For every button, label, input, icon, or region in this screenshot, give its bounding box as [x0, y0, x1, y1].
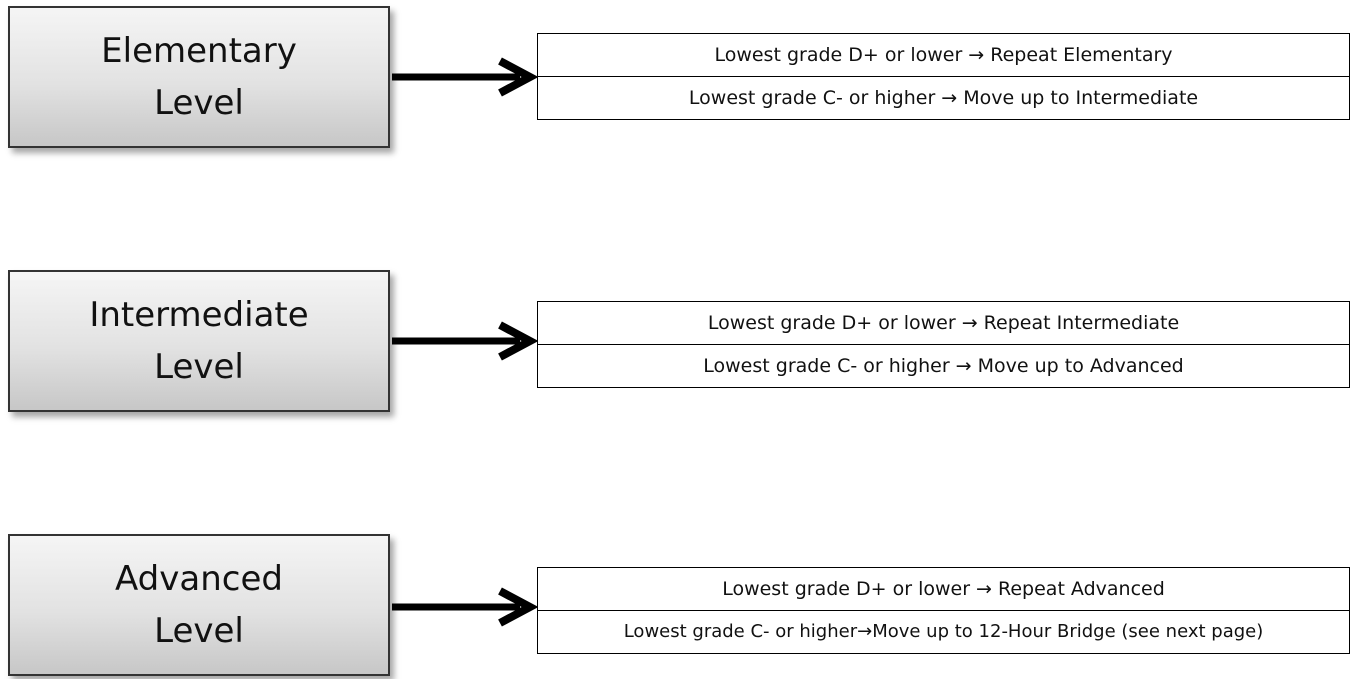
level-box-intermediate: Intermediate Level	[8, 270, 390, 412]
right-arrow-icon	[392, 321, 539, 361]
outcome-table-advanced: Lowest grade D+ or lower → Repeat Advanc…	[537, 567, 1350, 654]
outcome-table-intermediate: Lowest grade D+ or lower → Repeat Interm…	[537, 301, 1350, 388]
right-arrow-icon	[392, 57, 539, 97]
outcome-move-up: Lowest grade C- or higher → Move up to A…	[703, 354, 1184, 377]
outcome-repeat: Lowest grade D+ or lower → Repeat Elemen…	[538, 34, 1349, 77]
level-title: Elementary	[101, 31, 297, 71]
level-subtitle: Level	[154, 347, 244, 387]
level-subtitle: Level	[154, 83, 244, 123]
outcome-move-up: Lowest grade C- or higher → Move up to I…	[688, 86, 1199, 109]
outcome-move-up: Lowest grade C- or higher→Move up to 12-…	[623, 621, 1264, 643]
outcome-repeat: Lowest grade D+ or lower → Repeat Advanc…	[538, 568, 1349, 611]
level-box-advanced: Advanced Level	[8, 534, 390, 676]
right-arrow-icon	[392, 587, 539, 627]
level-title: Advanced	[115, 559, 283, 599]
level-box-elementary: Elementary Level	[8, 6, 390, 148]
level-subtitle: Level	[154, 611, 244, 651]
level-title: Intermediate	[89, 295, 309, 335]
outcome-table-elementary: Lowest grade D+ or lower → Repeat Elemen…	[537, 33, 1350, 120]
outcome-repeat: Lowest grade D+ or lower → Repeat Interm…	[538, 302, 1349, 345]
